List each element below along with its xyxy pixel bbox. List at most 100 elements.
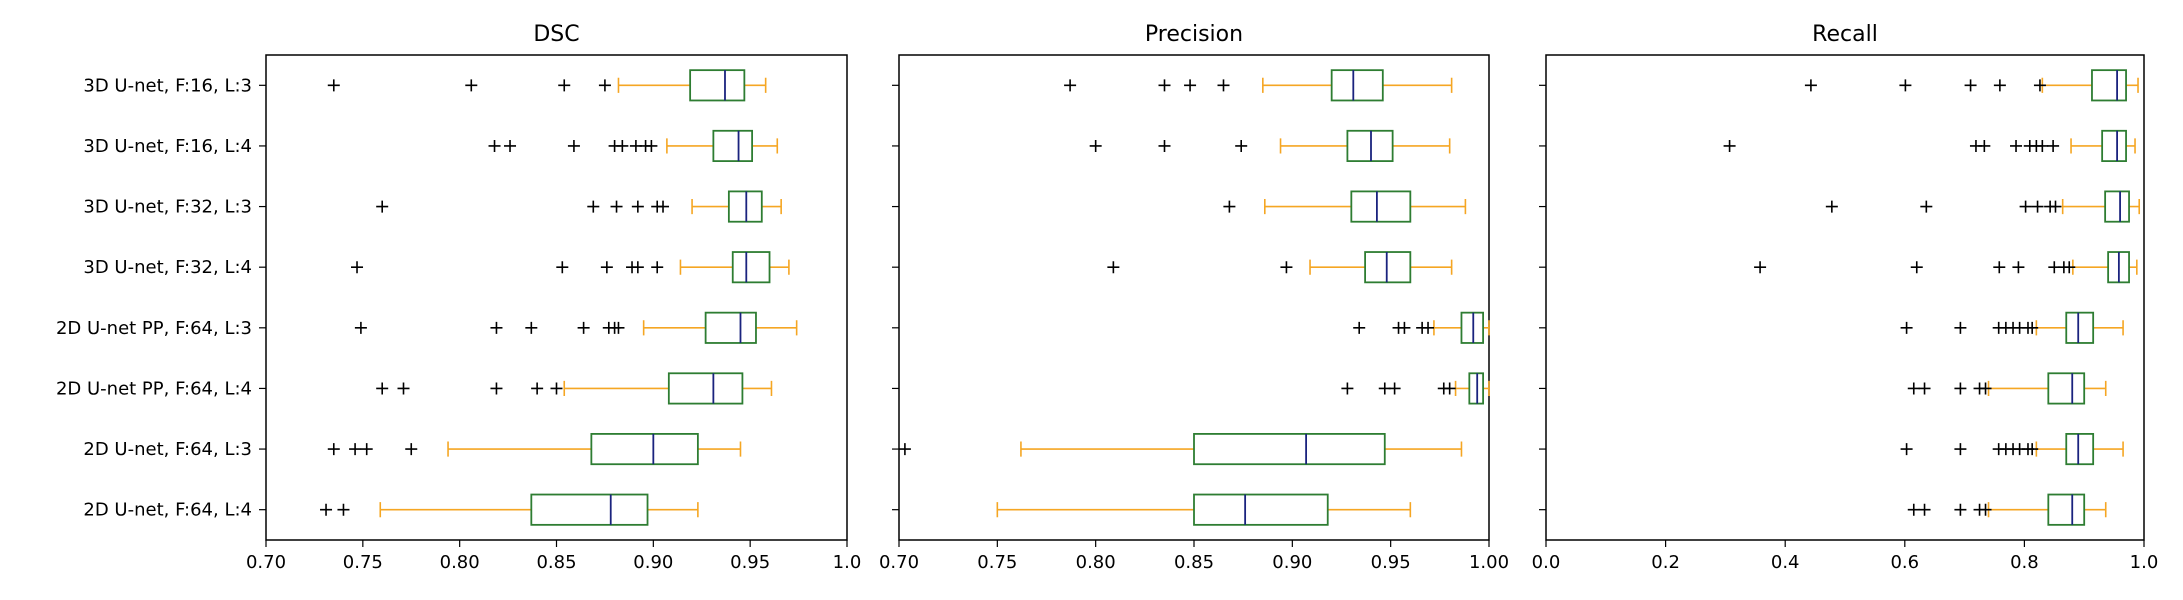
recall-flier — [1954, 443, 1967, 456]
recall-x-tick-label: 0.4 — [1771, 552, 1800, 573]
recall-panel: Recall 0.0 0.2 0.4 0.6 0.8 1.0 — [1532, 22, 2159, 573]
recall-flier — [2026, 321, 2039, 334]
dsc-y-tick-label: 2D U-net PP, F:64, L:3 — [56, 318, 252, 339]
dsc-box — [712, 129, 754, 162]
precision-flier — [1223, 200, 1236, 213]
recall-box — [2047, 372, 2086, 405]
dsc-flier — [531, 382, 544, 395]
dsc-flier — [612, 321, 625, 334]
recall-flier — [2031, 200, 2044, 213]
dsc-box — [727, 190, 763, 223]
recall-flier — [1907, 503, 1920, 516]
recall-flier — [2047, 139, 2060, 152]
recall-flier — [2033, 79, 2046, 92]
recall-flier — [1918, 503, 1931, 516]
recall-flier — [1993, 261, 2006, 274]
recall-box — [2065, 433, 2095, 466]
precision-flier — [1064, 79, 1077, 92]
recall-box-group — [1754, 251, 2138, 284]
dsc-title: DSC — [533, 22, 579, 47]
dsc-flier — [631, 261, 644, 274]
recall-box-group — [1900, 311, 2124, 344]
precision-box-group — [1107, 251, 1453, 284]
precision-flier — [1107, 261, 1120, 274]
dsc-flier — [397, 382, 410, 395]
dsc-box — [689, 69, 746, 102]
dsc-flier — [525, 321, 538, 334]
dsc-panel: DSC 0.70 0.75 0.80 0.85 0.90 0.95 1.0 3D U-net, … — [56, 22, 861, 573]
dsc-box — [590, 433, 699, 466]
dsc-flier — [651, 261, 664, 274]
dsc-y-tick-label: 3D U-net, F:16, L:3 — [83, 75, 252, 96]
precision-flier — [1280, 261, 1293, 274]
recall-x-tick-label: 0.0 — [1532, 552, 1561, 573]
precision-box-group — [1341, 372, 1490, 405]
precision-x-tick-label: 0.95 — [1371, 552, 1411, 573]
recall-flier — [1979, 382, 1992, 395]
recall-flier — [1900, 321, 1913, 334]
recall-flier — [1920, 200, 1933, 213]
dsc-flier — [376, 382, 389, 395]
recall-flier — [1918, 382, 1931, 395]
dsc-flier — [490, 382, 503, 395]
dsc-flier — [504, 139, 517, 152]
dsc-y-tick-label: 2D U-net PP, F:64, L:4 — [56, 378, 252, 399]
recall-flier — [1954, 503, 1967, 516]
recall-flier — [1825, 200, 1838, 213]
dsc-flier — [465, 79, 478, 92]
precision-box-group — [1353, 311, 1490, 344]
recall-flier — [1723, 139, 1736, 152]
precision-box — [1350, 190, 1412, 223]
dsc-box-group — [351, 251, 790, 284]
recall-box-group — [1825, 190, 2141, 223]
dsc-flier — [349, 443, 362, 456]
recall-box — [2101, 129, 2127, 162]
recall-flier — [2026, 443, 2039, 456]
precision-flier — [1422, 321, 1435, 334]
recall-x-tick-label: 0.6 — [1890, 552, 1919, 573]
precision-flier — [1089, 139, 1102, 152]
precision-box — [1330, 69, 1384, 102]
precision-box — [1468, 372, 1485, 405]
precision-flier — [1341, 382, 1354, 395]
dsc-box-group — [327, 433, 742, 466]
recall-flier — [1993, 79, 2006, 92]
dsc-flier — [405, 443, 418, 456]
dsc-box-group — [376, 372, 773, 405]
recall-x-tick-label: 0.2 — [1651, 552, 1680, 573]
dsc-x-tick-label: 0.95 — [730, 552, 770, 573]
dsc-flier — [488, 139, 501, 152]
dsc-box-group — [354, 311, 798, 344]
dsc-flier — [631, 200, 644, 213]
dsc-box-group — [320, 493, 699, 526]
recall-box-group — [1804, 69, 2139, 102]
recall-flier — [2019, 200, 2032, 213]
recall-axes-frame — [1545, 54, 2145, 541]
precision-flier — [1235, 139, 1248, 152]
dsc-box — [704, 311, 757, 344]
precision-flier — [1353, 321, 1366, 334]
precision-flier — [1398, 321, 1411, 334]
dsc-flier — [320, 503, 333, 516]
dsc-flier — [610, 200, 623, 213]
precision-x-tick-label: 0.85 — [1174, 552, 1214, 573]
dsc-x-tick-label: 0.85 — [536, 552, 576, 573]
dsc-y-tick-label: 3D U-net, F:32, L:3 — [83, 197, 252, 218]
dsc-y-tick-label: 2D U-net, F:64, L:4 — [83, 500, 252, 521]
precision-box-group — [996, 493, 1412, 526]
precision-box-group — [1223, 190, 1467, 223]
dsc-x-tick-label: 0.90 — [633, 552, 673, 573]
dsc-flier — [550, 382, 563, 395]
dsc-flier — [657, 200, 670, 213]
precision-flier — [898, 443, 911, 456]
precision-box-group — [898, 433, 1463, 466]
dsc-flier — [354, 321, 367, 334]
precision-box-group — [1089, 129, 1451, 162]
recall-flier — [2049, 200, 2062, 213]
recall-flier — [2010, 139, 2023, 152]
dsc-flier — [327, 79, 340, 92]
recall-flier — [1954, 382, 1967, 395]
precision-box — [1460, 311, 1485, 344]
dsc-y-tick-label: 2D U-net, F:64, L:3 — [83, 439, 252, 460]
